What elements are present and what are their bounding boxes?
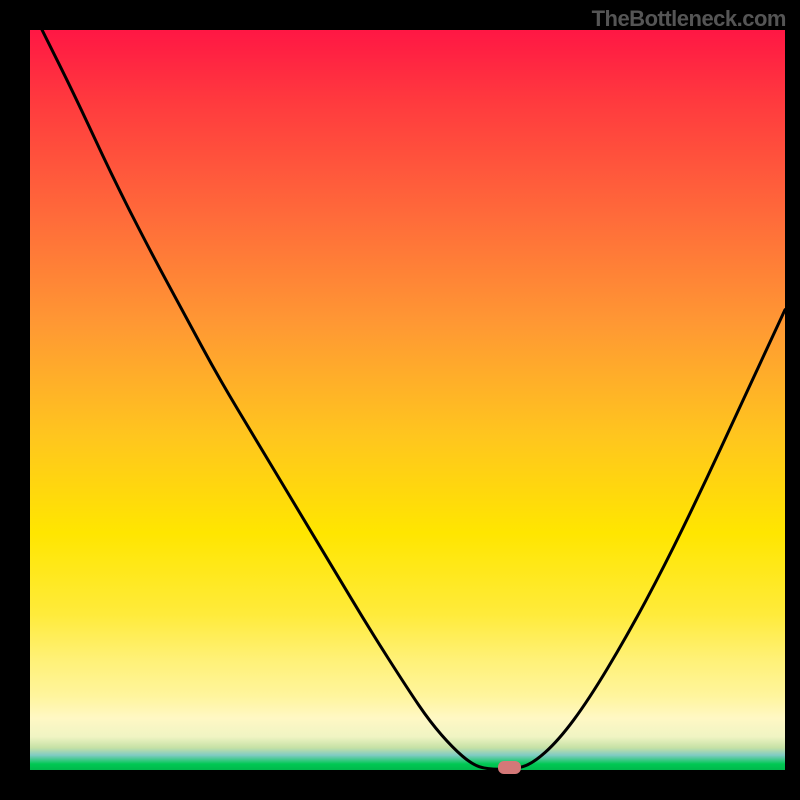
gradient-background: [30, 30, 785, 770]
chart-svg: [30, 30, 785, 770]
optimal-point-marker: [498, 761, 521, 774]
plot-area: [30, 30, 785, 770]
watermark-text: TheBottleneck.com: [592, 6, 786, 32]
